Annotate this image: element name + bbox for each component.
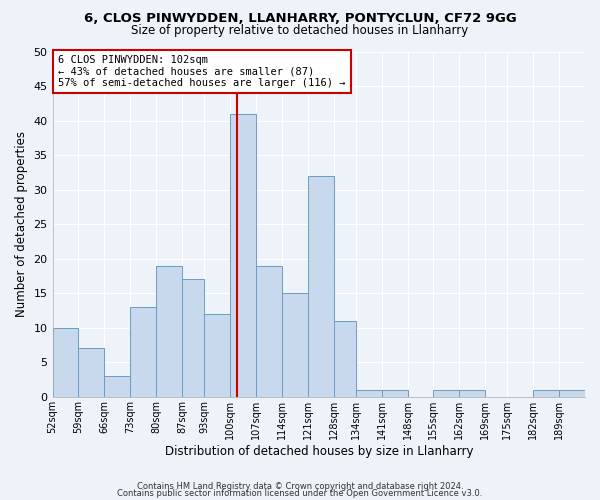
Bar bbox=[559, 390, 585, 397]
Bar bbox=[130, 307, 156, 397]
Text: 6 CLOS PINWYDDEN: 102sqm
← 43% of detached houses are smaller (87)
57% of semi-d: 6 CLOS PINWYDDEN: 102sqm ← 43% of detach… bbox=[58, 55, 346, 88]
Bar bbox=[459, 390, 485, 397]
Bar bbox=[156, 266, 182, 397]
Bar bbox=[204, 314, 230, 397]
Text: 6, CLOS PINWYDDEN, LLANHARRY, PONTYCLUN, CF72 9GG: 6, CLOS PINWYDDEN, LLANHARRY, PONTYCLUN,… bbox=[83, 12, 517, 26]
Bar bbox=[308, 176, 334, 397]
Bar bbox=[433, 390, 459, 397]
Bar bbox=[104, 376, 130, 397]
Bar bbox=[334, 321, 356, 397]
Text: Contains HM Land Registry data © Crown copyright and database right 2024.: Contains HM Land Registry data © Crown c… bbox=[137, 482, 463, 491]
Bar bbox=[182, 280, 204, 397]
Bar bbox=[356, 390, 382, 397]
Bar bbox=[256, 266, 282, 397]
Bar bbox=[282, 293, 308, 397]
X-axis label: Distribution of detached houses by size in Llanharry: Distribution of detached houses by size … bbox=[164, 444, 473, 458]
Text: Contains public sector information licensed under the Open Government Licence v3: Contains public sector information licen… bbox=[118, 490, 482, 498]
Text: Size of property relative to detached houses in Llanharry: Size of property relative to detached ho… bbox=[131, 24, 469, 37]
Bar bbox=[382, 390, 407, 397]
Bar bbox=[79, 348, 104, 397]
Bar bbox=[53, 328, 79, 397]
Bar bbox=[230, 114, 256, 397]
Y-axis label: Number of detached properties: Number of detached properties bbox=[15, 131, 28, 317]
Bar bbox=[533, 390, 559, 397]
